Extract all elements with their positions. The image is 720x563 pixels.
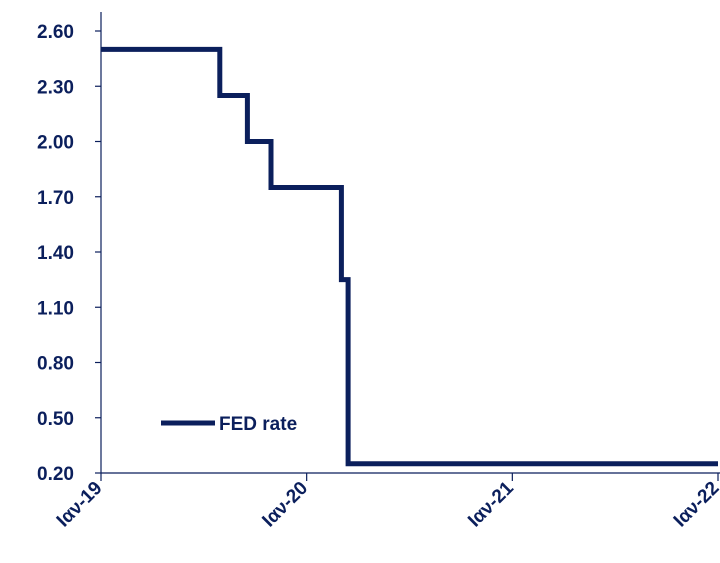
y-tick-label: 2.00 <box>37 133 74 154</box>
y-tick-label: 0.20 <box>37 464 74 485</box>
y-tick-label: 2.30 <box>37 77 74 98</box>
series-layer <box>101 46 718 467</box>
x-tick-label: Ιαν-22 <box>670 478 720 532</box>
y-tick-label: 1.10 <box>37 298 74 319</box>
x-tick-label: Ιαν-20 <box>258 478 312 532</box>
y-tick-label: 2.60 <box>37 22 74 43</box>
x-tick-label: Ιαν-21 <box>464 477 518 531</box>
series-line-fed-rate <box>101 46 718 467</box>
y-tick-label: 0.80 <box>37 354 74 375</box>
legend: FED rate <box>161 414 297 435</box>
x-tick-label: Ιαν-19 <box>53 478 107 532</box>
y-tick-label: 0.50 <box>37 409 74 430</box>
x-axis: Ιαν-19 Ιαν-20 Ιαν-21 Ιαν-22 <box>53 472 720 532</box>
legend-label-fed-rate: FED rate <box>219 414 297 435</box>
y-tick-label: 1.70 <box>37 188 74 209</box>
y-axis: 0.20 0.50 0.80 1.10 1.40 1.70 2.00 2.30 2.60 <box>37 12 102 485</box>
y-tick-label: 1.40 <box>37 243 74 264</box>
